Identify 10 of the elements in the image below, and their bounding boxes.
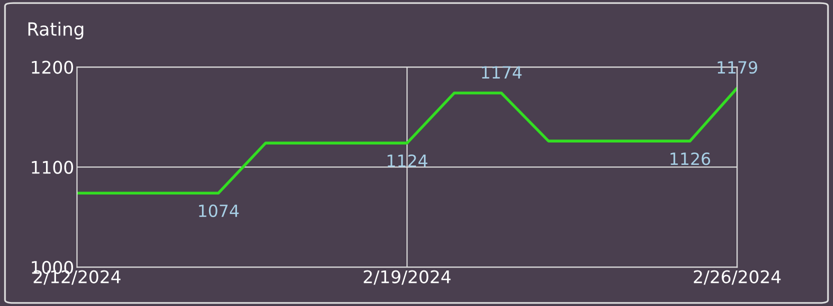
x-tick-label: 2/26/2024 [694, 270, 781, 285]
y-tick-label: 1100 [32, 160, 74, 174]
data-label: 1179 [718, 61, 758, 74]
data-label: 1174 [482, 66, 522, 78]
y-tick-label: 1200 [32, 60, 74, 74]
y-axis-title: Rating [28, 22, 84, 40]
data-label: 1126 [670, 152, 710, 166]
line-series [76, 86, 738, 194]
x-tick-label: 2/19/2024 [364, 270, 451, 285]
data-label: 1074 [199, 204, 239, 218]
